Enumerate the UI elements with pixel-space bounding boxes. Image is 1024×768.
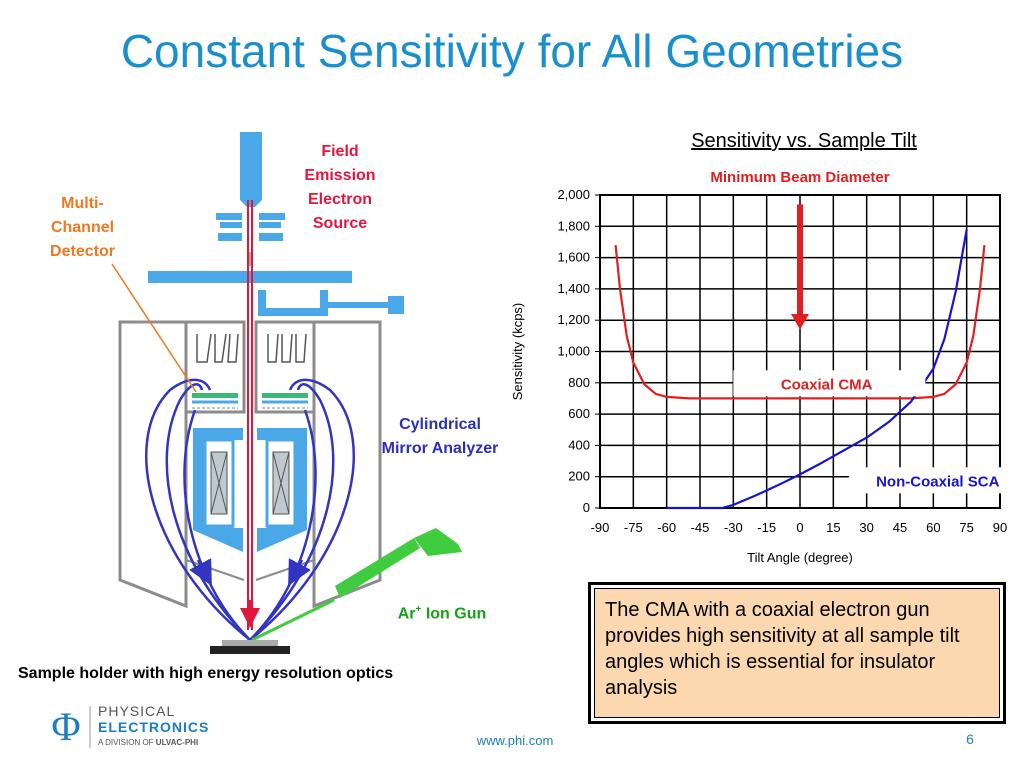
x-tick-label: -15	[757, 520, 776, 535]
x-tick-label: -90	[591, 520, 610, 535]
slide-number: 6	[966, 731, 974, 747]
ion-gun-prefix: Ar	[397, 605, 416, 623]
electron-trajectories	[145, 378, 355, 641]
x-tick-label: -45	[691, 520, 710, 535]
callout-box: The CMA with a coaxial electron gun prov…	[588, 582, 1006, 724]
callout-text: The CMA with a coaxial electron gun prov…	[594, 588, 1000, 718]
sensitivity-chart: -90 -75 -60 -45 -30 -15 0 15 30 45 60 75 90 0 200 400 60…	[510, 169, 1024, 565]
logo-brand: ULVAC-PHI	[156, 738, 198, 747]
x-tick-label: -75	[624, 520, 643, 535]
cylindrical-mirror	[193, 428, 307, 552]
logo-division: A DIVISION OF	[98, 738, 156, 747]
y-tick-label: 1,600	[557, 250, 590, 265]
analyzer-chamber	[118, 320, 382, 609]
y-tick-label: 400	[568, 437, 590, 452]
series-line-2	[666, 229, 968, 510]
x-tick-label: -60	[657, 520, 676, 535]
series-label-non-coaxial-sca: Non-Coaxial SCA	[876, 473, 1000, 490]
annotation-min-beam-diameter: Minimum Beam Diameter	[710, 169, 889, 186]
diagram-caption: Sample holder with high energy resolutio…	[18, 665, 394, 682]
y-tick-label: 600	[568, 406, 590, 421]
series-label-coaxial-cma: Coaxial CMA	[781, 376, 873, 393]
electron-beam	[240, 200, 260, 630]
y-tick-label: 800	[568, 375, 590, 390]
y-tick-label: 2,000	[557, 187, 590, 202]
label-field-emission-source: Field Emission Electron Source	[304, 143, 376, 232]
sample-holder	[210, 640, 290, 654]
logo-line-1: PHYSICAL	[98, 703, 175, 719]
series-line-1	[614, 244, 986, 400]
footer-url-link[interactable]: www.phi.com	[476, 733, 554, 748]
y-tick-label: 200	[568, 469, 590, 484]
ion-gun-suffix: Ion Gun	[421, 605, 487, 623]
detector-pointer	[111, 263, 197, 393]
annotation-arrow-head	[791, 313, 809, 330]
phi-symbol-icon: Φ	[51, 704, 80, 749]
company-logo: Φ PHYSICAL ELECTRONICS A DIVISION OF ULV…	[51, 703, 209, 749]
label-multi-channel-detector: Multi-Channel Detector	[50, 195, 115, 260]
channel-plates	[196, 333, 307, 363]
x-axis-label: Tilt Angle (degree)	[747, 550, 853, 565]
x-tick-label: 30	[859, 520, 873, 535]
x-tick-label: 45	[893, 520, 907, 535]
y-tick-label: 1,800	[557, 218, 590, 233]
y-tick-label: 1,200	[557, 312, 590, 327]
y-tick-label: 1,000	[557, 344, 590, 359]
x-tick-label: 0	[796, 520, 803, 535]
ion-gun	[251, 528, 462, 642]
x-tick-label: 75	[959, 520, 973, 535]
ion-gun-superscript: +	[415, 604, 422, 615]
chart-title: Sensitivity vs. Sample Tilt	[691, 130, 917, 152]
slide-title: Constant Sensitivity for All Geometries	[120, 25, 904, 77]
multi-channel-detector	[192, 393, 308, 409]
y-tick-label: 1,400	[557, 281, 590, 296]
instrument-diagram	[111, 132, 462, 654]
series-label-1-bg	[733, 370, 926, 397]
label-ion-gun: Ar+ Ion Gun	[374, 598, 510, 626]
x-tick-label: 60	[926, 520, 940, 535]
y-tick-label: 0	[583, 500, 590, 515]
x-tick-label: 15	[826, 520, 840, 535]
side-electrode	[258, 290, 404, 316]
label-cylindrical-mirror-analyzer: Cylindrical Mirror Analyzer	[381, 416, 499, 457]
series-label-2-bg	[848, 467, 1024, 494]
extraction-plate	[148, 271, 352, 283]
x-tick-label: -30	[724, 520, 743, 535]
y-axis-label: Sensitivity (kcps)	[510, 303, 525, 401]
x-tick-label: 90	[993, 520, 1007, 535]
annotation-arrow-shaft	[797, 204, 803, 314]
logo-line-3: A DIVISION OF ULVAC-PHI	[98, 738, 198, 747]
logo-line-2: ELECTRONICS	[98, 719, 209, 735]
electron-source	[216, 132, 285, 266]
